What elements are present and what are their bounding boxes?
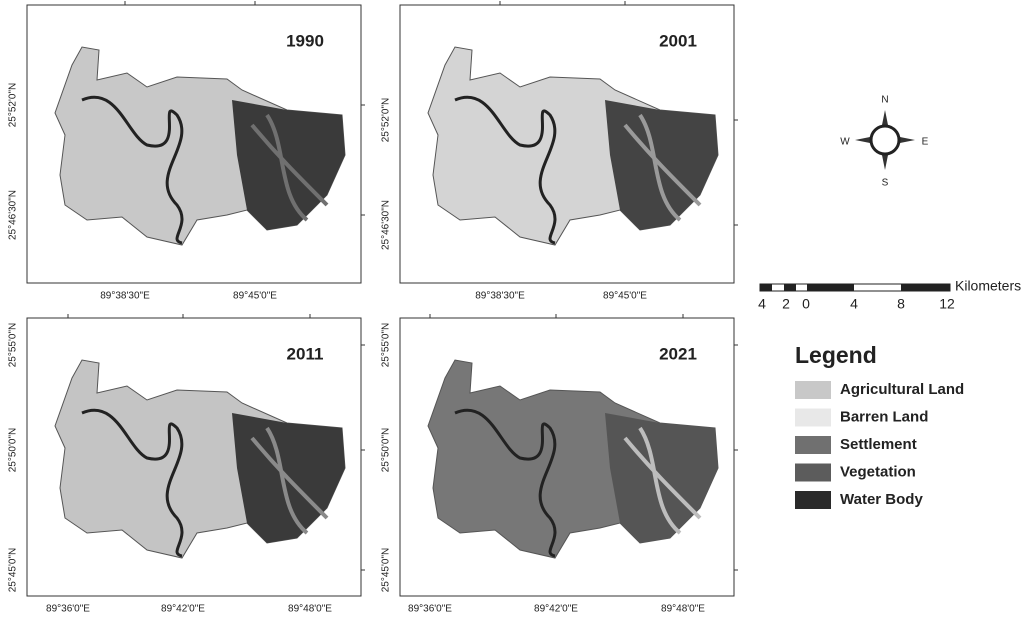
lon-label: 89°42'0"E	[161, 604, 205, 615]
lon-label: 89°38'30"E	[100, 291, 150, 302]
lon-label: 89°38'30"E	[475, 291, 525, 302]
map-panel: 1990 25°52'0"N 25°46'30"N 89°38'30"E 89°45'0…	[8, 1, 365, 302]
legend-swatch	[795, 381, 831, 399]
lon-label: 89°48'0"E	[661, 604, 705, 615]
scale-seg	[760, 284, 772, 291]
scale-label: 4	[850, 296, 858, 312]
lat-label: 25°52'0"N	[8, 83, 19, 128]
lat-label: 25°50'0"N	[381, 428, 392, 473]
compass-w: W	[840, 137, 850, 148]
lat-label: 25°52'0"N	[381, 98, 392, 143]
scale-unit: Kilometers	[955, 278, 1021, 294]
figure: N E S W Kilometers Legend 199025°52'0"N2…	[0, 0, 1032, 619]
legend-title: Legend	[795, 342, 877, 368]
lon-label: 89°36'0"E	[408, 604, 452, 615]
legend-swatch	[795, 436, 831, 454]
scale-label: 4	[758, 296, 766, 312]
panel-year: 2011	[287, 344, 324, 363]
lon-label: 89°42'0"E	[534, 604, 578, 615]
lat-label: 25°46'30"N	[381, 200, 392, 250]
scale-seg	[901, 284, 950, 291]
lat-label: 25°50'0"N	[8, 428, 19, 473]
legend-label: Water Body	[840, 491, 923, 508]
panel-year: 2001	[659, 31, 697, 50]
lat-label: 25°46'30"N	[8, 190, 19, 240]
lat-label: 25°55'0"N	[381, 323, 392, 368]
scale-seg	[807, 284, 854, 291]
lon-label: 89°45'0"E	[233, 291, 277, 302]
legend-label: Settlement	[840, 436, 917, 453]
legend-label: Barren Land	[840, 408, 928, 425]
scale-label: 2	[782, 296, 790, 312]
legend-label: Vegetation	[840, 463, 916, 480]
compass: N E S W	[840, 95, 928, 189]
legend-swatch	[795, 409, 831, 427]
lat-label: 25°55'0"N	[8, 323, 19, 368]
scale-seg	[784, 284, 796, 291]
legend-swatch	[795, 491, 831, 509]
lon-label: 89°36'0"E	[46, 604, 90, 615]
legend-label: Agricultural Land	[840, 381, 964, 398]
legend-swatch	[795, 464, 831, 482]
scale-label: 8	[897, 296, 905, 312]
compass-e: E	[922, 137, 929, 148]
map-panel: 2021 25°55'0"N 25°50'0"N 25°45'0"N 89°36'0"E…	[381, 314, 738, 615]
map-panel: 2001 25°52'0"N 25°46'30"N 89°38'30"E 89°45'0…	[381, 1, 738, 302]
compass-ring	[871, 126, 899, 154]
lon-label: 89°45'0"E	[603, 291, 647, 302]
compass-n: N	[881, 95, 888, 106]
lat-label: 25°45'0"N	[381, 548, 392, 593]
map-panel: 2011 25°55'0"N 25°50'0"N 25°45'0"N 89°36'0"E…	[8, 314, 365, 615]
lon-label: 89°48'0"E	[288, 604, 332, 615]
compass-s: S	[882, 178, 889, 189]
scale-label: 12	[939, 296, 955, 312]
scale-label: 0	[802, 296, 810, 312]
lat-label: 25°45'0"N	[8, 548, 19, 593]
scale-bar: Kilometers	[760, 278, 1021, 294]
panel-year: 1990	[286, 31, 324, 50]
panel-year: 2021	[659, 344, 697, 363]
